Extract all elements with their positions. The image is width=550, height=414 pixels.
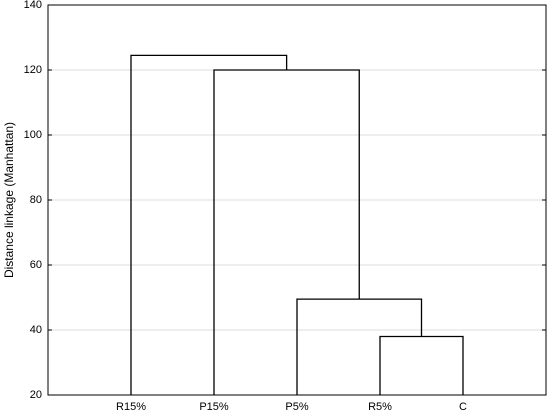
y-tick-label: 120 (24, 64, 42, 76)
y-tick-label: 20 (30, 389, 42, 401)
x-tick-label: R15% (116, 401, 146, 413)
x-tick-label: C (459, 401, 467, 413)
y-tick-label: 140 (24, 0, 42, 11)
x-tick-label: P5% (285, 401, 308, 413)
y-tick-label: 100 (24, 129, 42, 141)
x-tick-label: R5% (368, 401, 392, 413)
y-tick-label: 80 (30, 194, 42, 206)
dendrogram-link (379, 335, 464, 395)
x-tick-label: P15% (199, 401, 229, 413)
y-axis-title: Distance linkage (Manhattan) (2, 122, 16, 278)
dendrogram-link (296, 298, 423, 395)
y-tick-label: 40 (30, 324, 42, 336)
dendrogram-link (213, 69, 360, 395)
y-tick-label: 60 (30, 259, 42, 271)
dendrogram-link (130, 54, 288, 395)
plot-frame (47, 4, 547, 396)
